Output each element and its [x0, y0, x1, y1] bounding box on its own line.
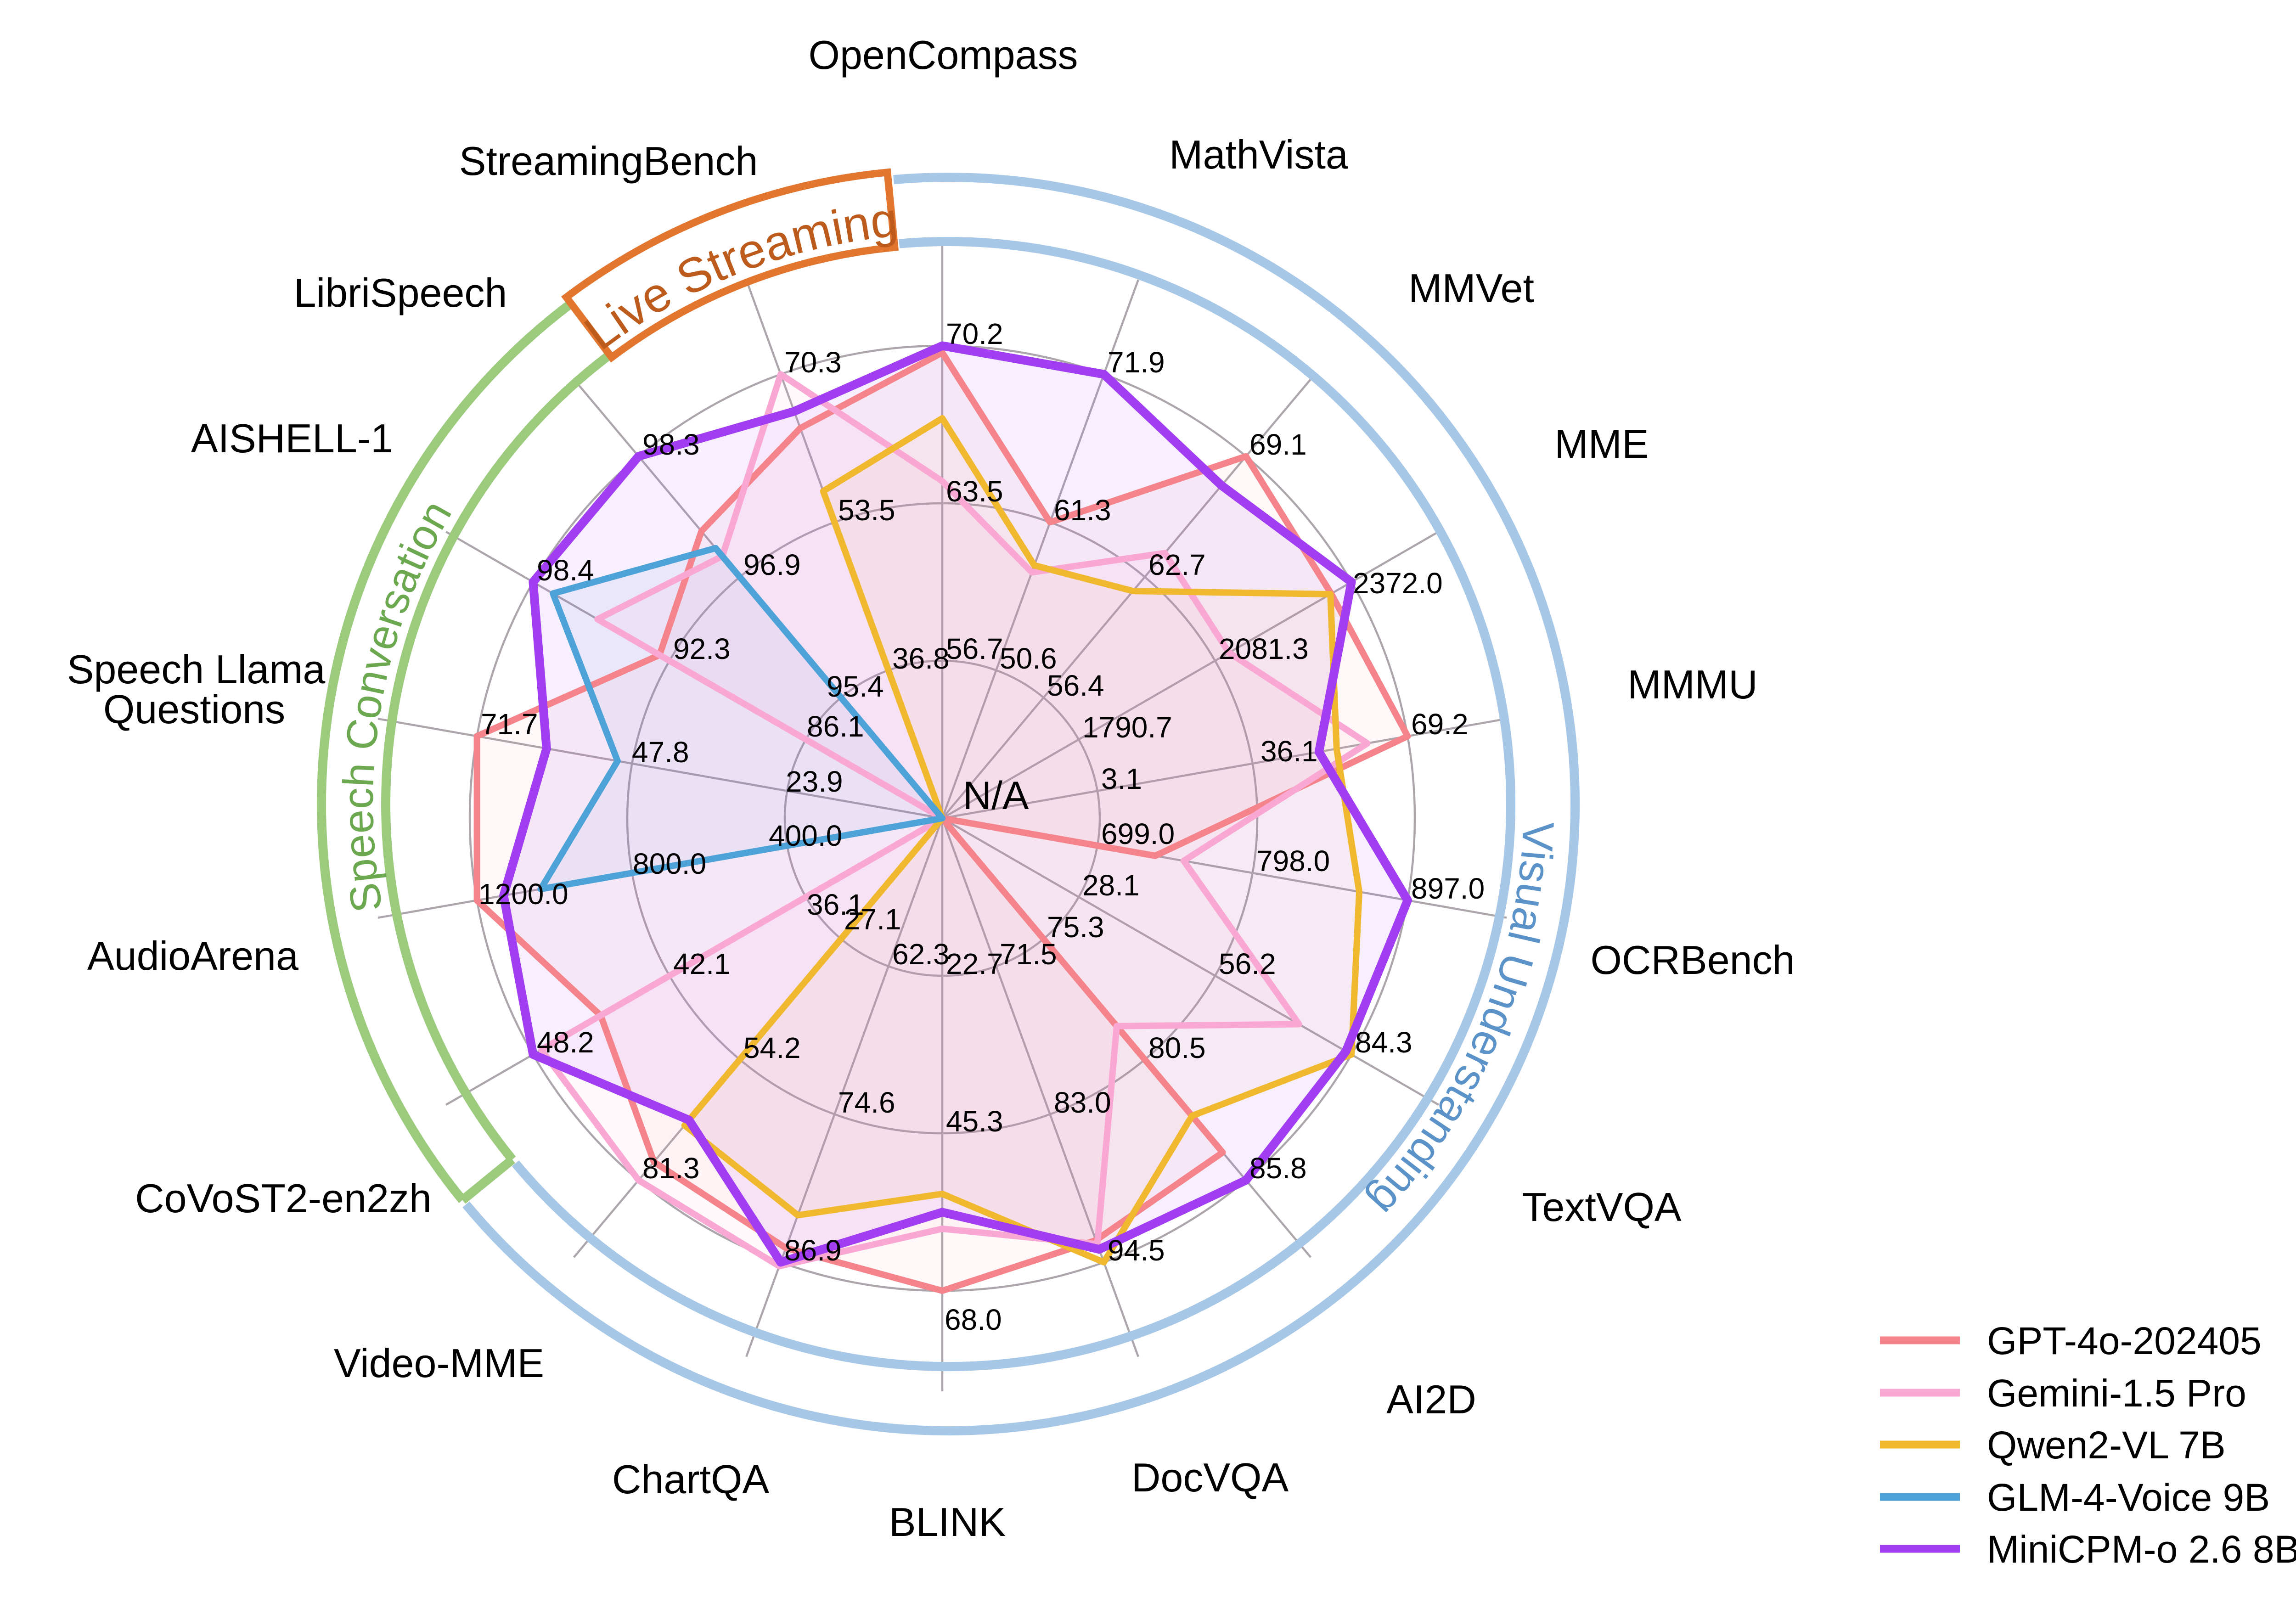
svg-text:81.3: 81.3	[642, 1152, 700, 1185]
svg-text:83.0: 83.0	[1054, 1086, 1111, 1119]
svg-text:71.9: 71.9	[1108, 346, 1165, 379]
svg-text:36.1: 36.1	[807, 888, 864, 921]
svg-text:1200.0: 1200.0	[478, 877, 568, 911]
svg-text:69.1: 69.1	[1249, 428, 1307, 461]
svg-text:AISHELL-1: AISHELL-1	[191, 416, 393, 461]
svg-text:GPT-4o-202405: GPT-4o-202405	[1987, 1319, 2262, 1362]
svg-text:56.7: 56.7	[946, 632, 1003, 665]
svg-text:2372.0: 2372.0	[1353, 567, 1443, 600]
svg-text:N/A: N/A	[963, 774, 1029, 818]
svg-text:53.5: 53.5	[838, 494, 895, 527]
svg-text:Qwen2-VL 7B: Qwen2-VL 7B	[1987, 1423, 2226, 1467]
svg-text:95.4: 95.4	[827, 670, 884, 703]
svg-text:27.1: 27.1	[844, 903, 901, 936]
svg-text:MMMU: MMMU	[1627, 662, 1757, 707]
svg-text:56.2: 56.2	[1219, 947, 1276, 980]
svg-text:71.7: 71.7	[481, 708, 538, 741]
svg-text:94.5: 94.5	[1108, 1234, 1165, 1267]
svg-text:Gemini-1.5 Pro: Gemini-1.5 Pro	[1987, 1372, 2246, 1415]
svg-text:62.3: 62.3	[892, 938, 950, 971]
svg-text:897.0: 897.0	[1411, 872, 1485, 905]
svg-text:2081.3: 2081.3	[1219, 632, 1309, 665]
svg-text:699.0: 699.0	[1101, 817, 1175, 850]
svg-text:54.2: 54.2	[743, 1031, 801, 1064]
svg-text:400.0: 400.0	[769, 819, 842, 852]
svg-text:47.8: 47.8	[632, 736, 689, 769]
svg-text:1790.7: 1790.7	[1082, 711, 1172, 744]
svg-text:StreamingBench: StreamingBench	[459, 138, 758, 184]
svg-text:800.0: 800.0	[633, 847, 706, 880]
svg-text:OCRBench: OCRBench	[1590, 937, 1795, 983]
svg-text:71.5: 71.5	[1000, 938, 1057, 971]
svg-text:85.8: 85.8	[1249, 1152, 1307, 1185]
svg-text:Video-MME: Video-MME	[334, 1340, 544, 1386]
svg-text:36.1: 36.1	[1261, 735, 1318, 768]
svg-text:MathVista: MathVista	[1169, 132, 1348, 177]
svg-text:70.3: 70.3	[784, 346, 842, 379]
svg-text:CoVoST2-en2zh: CoVoST2-en2zh	[135, 1176, 432, 1221]
svg-text:AudioArena: AudioArena	[87, 933, 298, 979]
svg-text:BLINK: BLINK	[889, 1499, 1006, 1545]
svg-text:798.0: 798.0	[1256, 844, 1330, 877]
svg-text:GLM-4-Voice 9B: GLM-4-Voice 9B	[1987, 1476, 2270, 1519]
svg-text:TextVQA: TextVQA	[1522, 1184, 1682, 1230]
svg-text:75.3: 75.3	[1047, 911, 1104, 944]
svg-text:69.2: 69.2	[1411, 708, 1469, 741]
svg-text:61.3: 61.3	[1054, 494, 1111, 527]
svg-text:68.0: 68.0	[945, 1303, 1002, 1336]
svg-text:98.4: 98.4	[537, 554, 594, 587]
svg-text:62.7: 62.7	[1148, 548, 1206, 581]
svg-text:92.3: 92.3	[673, 632, 731, 665]
svg-text:84.3: 84.3	[1355, 1026, 1412, 1059]
svg-text:ChartQA: ChartQA	[612, 1457, 770, 1502]
svg-text:LibriSpeech: LibriSpeech	[294, 270, 507, 315]
svg-text:36.8: 36.8	[892, 642, 950, 675]
svg-text:70.2: 70.2	[946, 317, 1003, 350]
svg-text:86.1: 86.1	[807, 710, 864, 743]
svg-text:80.5: 80.5	[1148, 1031, 1206, 1064]
svg-text:AI2D: AI2D	[1386, 1377, 1476, 1422]
svg-text:OpenCompass: OpenCompass	[809, 32, 1078, 78]
svg-text:96.9: 96.9	[743, 548, 801, 581]
svg-text:86.9: 86.9	[784, 1234, 842, 1267]
svg-text:42.1: 42.1	[673, 947, 731, 980]
svg-text:48.2: 48.2	[537, 1026, 594, 1059]
svg-text:DocVQA: DocVQA	[1131, 1455, 1289, 1500]
svg-text:22.7: 22.7	[946, 947, 1003, 980]
svg-text:MME: MME	[1554, 421, 1649, 467]
svg-text:Questions: Questions	[103, 686, 285, 732]
svg-text:Speech Llama: Speech Llama	[67, 647, 326, 692]
svg-text:63.5: 63.5	[946, 475, 1003, 508]
svg-text:28.1: 28.1	[1082, 869, 1140, 902]
svg-text:45.3: 45.3	[946, 1105, 1003, 1138]
svg-text:MiniCPM-o 2.6 8B: MiniCPM-o 2.6 8B	[1987, 1528, 2296, 1571]
svg-text:3.1: 3.1	[1101, 762, 1142, 795]
svg-text:74.6: 74.6	[838, 1086, 895, 1119]
svg-text:98.3: 98.3	[642, 428, 700, 461]
svg-text:50.6: 50.6	[1000, 642, 1057, 675]
svg-text:23.9: 23.9	[786, 765, 843, 798]
svg-text:56.4: 56.4	[1047, 669, 1104, 702]
svg-text:MMVet: MMVet	[1408, 265, 1534, 311]
